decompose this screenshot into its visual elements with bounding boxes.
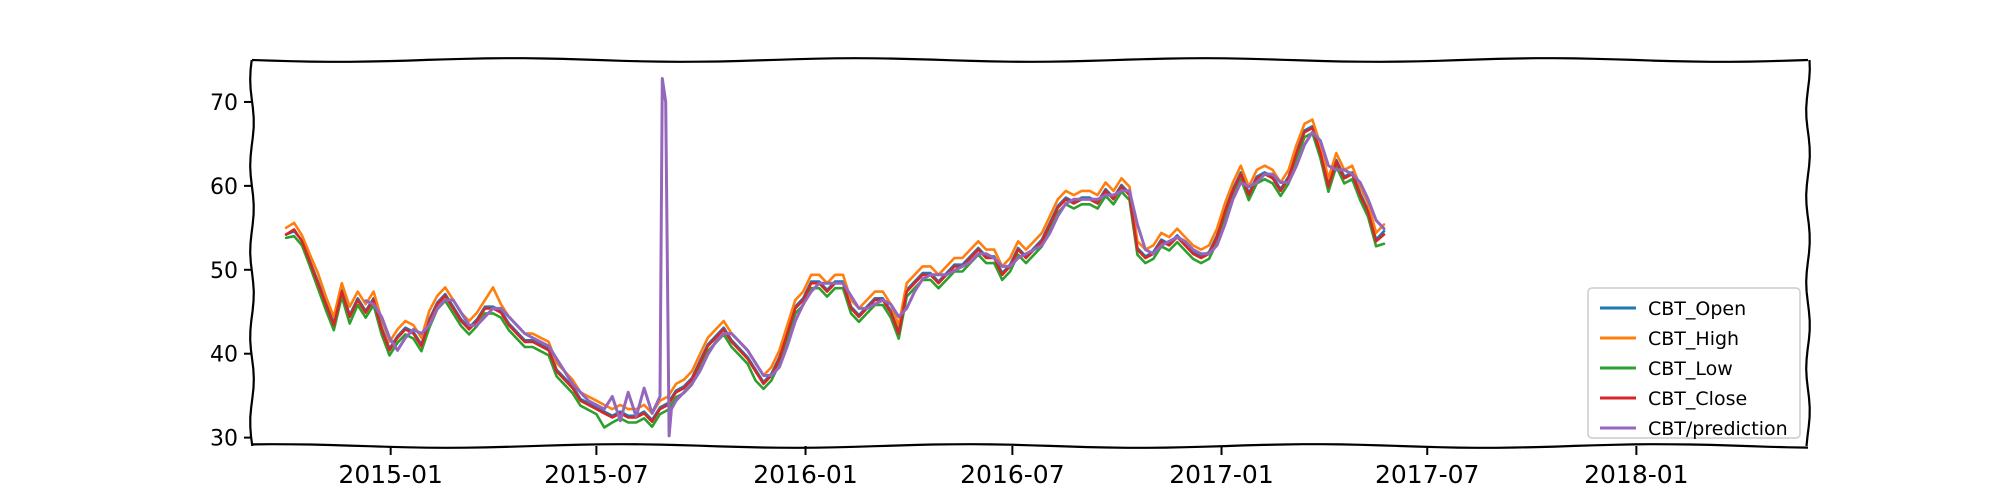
- x-tick-label: 2017-07: [1375, 460, 1479, 489]
- legend-label-cbt-close: CBT_Close: [1648, 388, 1747, 410]
- legend-label-cbt-high: CBT_High: [1648, 328, 1739, 350]
- legend-box: [1587, 287, 1801, 439]
- legend-label-cbt-prediction: CBT/prediction: [1648, 418, 1788, 440]
- series-layer: [284, 77, 1386, 438]
- series-line-cbt-high: [284, 118, 1386, 415]
- legend-label-cbt-low: CBT_Low: [1648, 358, 1733, 380]
- legend-label-cbt-open: CBT_Open: [1648, 298, 1746, 320]
- x-tick-label: 2016-07: [960, 460, 1064, 489]
- legend: CBT_Open CBT_High CBT_Low CBT_Close CBT/pred…: [1587, 287, 1801, 440]
- y-axis: 30 40 50 60 70: [210, 91, 252, 452]
- series-line-cbt-prediction: [364, 77, 1386, 438]
- y-tick-label: 50: [210, 259, 238, 284]
- x-tick-label: 2016-01: [753, 460, 857, 489]
- x-tick-label: 2018-01: [1584, 460, 1688, 489]
- plot-frame: [249, 57, 1811, 449]
- y-tick-label: 40: [210, 343, 238, 368]
- y-tick-label: 70: [210, 91, 238, 116]
- y-tick-label: 30: [210, 427, 238, 452]
- series-line-cbt-low: [284, 131, 1386, 429]
- x-axis: 2015-01 2015-07 2016-01 2016-07 2017-01 2017-…: [338, 446, 1689, 489]
- x-tick-label: 2015-07: [544, 460, 648, 489]
- series-line-cbt-open: [284, 125, 1386, 422]
- x-tick-label: 2017-01: [1169, 460, 1273, 489]
- y-tick-label: 60: [210, 175, 238, 200]
- x-tick-label: 2015-01: [338, 460, 442, 489]
